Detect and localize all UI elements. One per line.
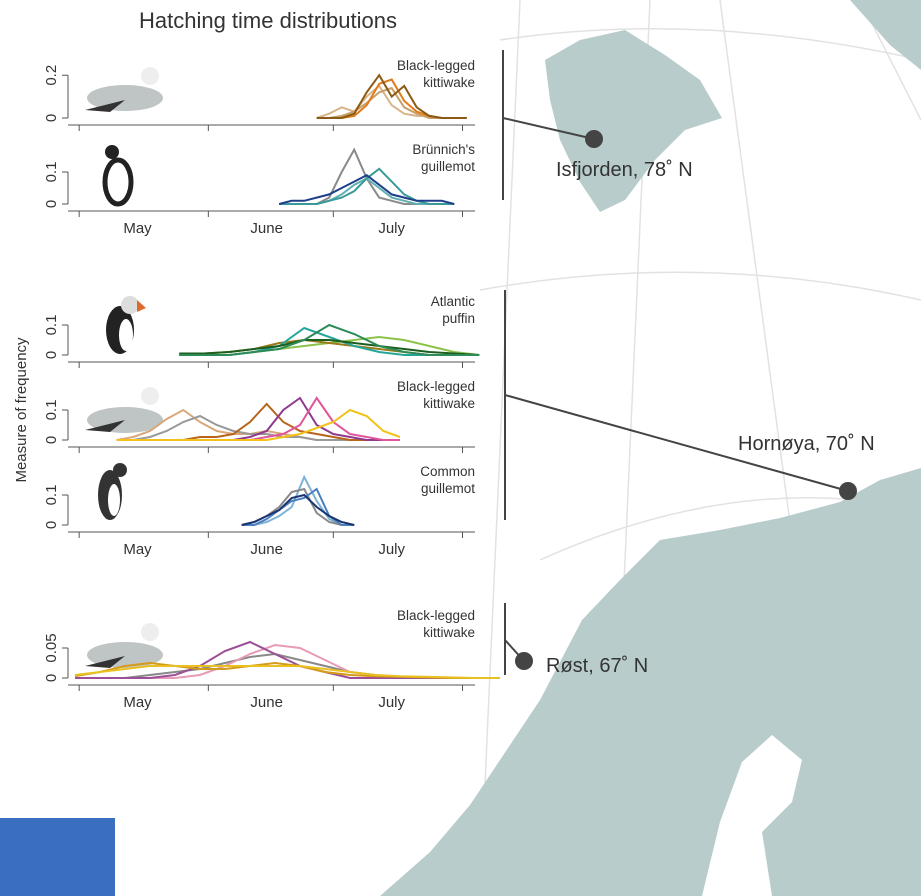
species-label: Atlantic (431, 294, 476, 309)
y-tick-label: 0 (43, 351, 60, 359)
x-tick-label: May (123, 220, 152, 237)
species-label: kittiwake (423, 625, 475, 640)
site-dot (585, 130, 603, 148)
figure-title: Hatching time distributions (139, 8, 397, 33)
x-tick-label: July (378, 220, 405, 237)
y-tick-label: 0.1 (43, 485, 60, 506)
site-dot (515, 652, 533, 670)
species-label: Black-legged (397, 379, 475, 394)
svalbard (545, 30, 722, 212)
species-label: kittiwake (423, 75, 475, 90)
y-tick-label: 0.05 (43, 633, 60, 662)
species-label: Black-legged (397, 608, 475, 623)
density-line (279, 150, 454, 204)
site-label: Røst, 67˚ N (546, 655, 648, 677)
x-tick-label: July (378, 694, 405, 711)
bird-icon (106, 296, 146, 354)
density-line (317, 86, 467, 118)
site-label: Isfjorden, 78˚ N (556, 159, 693, 181)
site-dot (839, 482, 857, 500)
y-tick-label: 0 (43, 436, 60, 444)
y-tick-label: 0 (43, 114, 60, 122)
y-axis-label: Measure of frequency (13, 337, 30, 483)
bird-icon (85, 67, 163, 112)
blue-patch (0, 818, 115, 896)
bird-icon (105, 145, 131, 204)
y-tick-label: 0 (43, 200, 60, 208)
species-label: guillemot (421, 481, 475, 496)
x-tick-label: June (250, 694, 283, 711)
species-label: Black-legged (397, 58, 475, 73)
density-line (179, 328, 479, 355)
y-tick-label: 0 (43, 674, 60, 682)
figure: Isfjorden, 78˚ N Hornøya, 70˚ N Røst, 67… (0, 0, 921, 896)
x-tick-label: May (123, 541, 152, 558)
bird-icon (98, 463, 127, 520)
species-label: kittiwake (423, 396, 475, 411)
x-tick-label: June (250, 220, 283, 237)
y-tick-label: 0.2 (43, 65, 60, 86)
species-label: puffin (442, 311, 475, 326)
bird-icon (85, 623, 163, 668)
site-label: Hornøya, 70˚ N (738, 433, 875, 455)
density-line (242, 477, 355, 525)
y-tick-label: 0.1 (43, 162, 60, 183)
y-tick-label: 0.1 (43, 400, 60, 421)
y-tick-label: 0.1 (43, 315, 60, 336)
bird-icon (85, 387, 163, 433)
density-line (317, 88, 467, 118)
bird-icons (85, 67, 163, 668)
x-tick-label: July (378, 541, 405, 558)
arctic-island (850, 0, 921, 70)
x-tick-label: May (123, 694, 152, 711)
species-label: Brünnich's (412, 142, 475, 157)
species-label: guillemot (421, 159, 475, 174)
map: Isfjorden, 78˚ N Hornøya, 70˚ N Røst, 67… (0, 0, 921, 896)
x-tick-label: June (250, 541, 283, 558)
species-label: Common (420, 464, 475, 479)
y-tick-label: 0 (43, 521, 60, 529)
